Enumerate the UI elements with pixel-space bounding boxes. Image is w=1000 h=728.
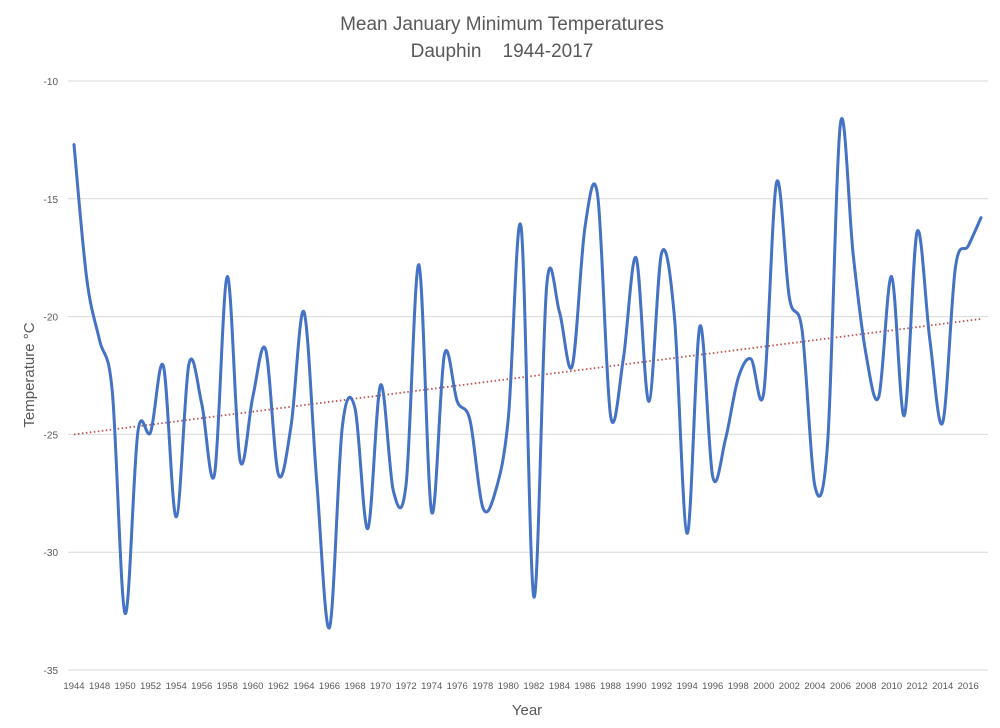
x-tick-label: 1962 xyxy=(268,681,289,692)
x-tick-label: 1980 xyxy=(498,681,519,692)
x-tick-label: 1966 xyxy=(319,681,340,692)
x-tick-label: 1948 xyxy=(89,681,110,692)
y-tick-label: -30 xyxy=(44,548,59,559)
x-tick-label: 1960 xyxy=(242,681,263,692)
x-tick-label: 1976 xyxy=(447,681,468,692)
y-tick-label: -15 xyxy=(44,195,59,206)
y-tick-label: -35 xyxy=(44,666,59,677)
x-tick-label: 2014 xyxy=(932,681,953,692)
x-tick-label: 2016 xyxy=(958,681,979,692)
x-tick-label: 1994 xyxy=(677,681,698,692)
x-tick-label: 1992 xyxy=(651,681,672,692)
x-tick-label: 1990 xyxy=(626,681,647,692)
x-tick-label: 1970 xyxy=(370,681,391,692)
x-tick-label: 1986 xyxy=(574,681,595,692)
x-axis-label: Year xyxy=(512,702,542,719)
x-tick-label: 1968 xyxy=(344,681,365,692)
x-tick-label: 2008 xyxy=(855,681,876,692)
x-tick-label: 2012 xyxy=(907,681,928,692)
x-axis-ticks: 1944 1948 1950 1952 1954 1956 1958 1960 1962 1964… xyxy=(63,681,978,692)
x-tick-label: 2002 xyxy=(779,681,800,692)
x-tick-label: 2000 xyxy=(753,681,774,692)
chart-subtitle: Dauphin 1944-2017 xyxy=(411,41,594,62)
x-tick-label: 2004 xyxy=(804,681,825,692)
y-axis-label: Temperature °C xyxy=(21,322,38,427)
x-tick-label: 1982 xyxy=(523,681,544,692)
x-tick-label: 1984 xyxy=(549,681,570,692)
y-axis-ticks: -10 -15 -20 -25 -30 -35 xyxy=(44,77,59,677)
x-tick-label: 1944 xyxy=(63,681,84,692)
x-tick-label: 2010 xyxy=(881,681,902,692)
x-tick-label: 1978 xyxy=(472,681,493,692)
x-tick-label: 1988 xyxy=(600,681,621,692)
gridlines xyxy=(68,80,988,671)
chart-title: Mean January Minimum Temperatures xyxy=(340,14,664,35)
x-tick-label: 1974 xyxy=(421,681,442,692)
y-tick-label: -10 xyxy=(44,77,59,88)
x-tick-label: 1998 xyxy=(728,681,749,692)
series-lines xyxy=(72,117,983,630)
x-tick-label: 1964 xyxy=(293,681,314,692)
x-tick-label: 2006 xyxy=(830,681,851,692)
x-tick-label: 1958 xyxy=(217,681,238,692)
x-tick-label: 1972 xyxy=(396,681,417,692)
y-tick-label: -20 xyxy=(44,313,59,324)
x-tick-label: 1950 xyxy=(115,681,136,692)
series-line-temperature xyxy=(72,117,983,630)
x-tick-label: 1954 xyxy=(166,681,187,692)
y-tick-label: -25 xyxy=(44,430,59,441)
x-tick-label: 1956 xyxy=(191,681,212,692)
x-tick-label: 1952 xyxy=(140,681,161,692)
x-tick-label: 1996 xyxy=(702,681,723,692)
